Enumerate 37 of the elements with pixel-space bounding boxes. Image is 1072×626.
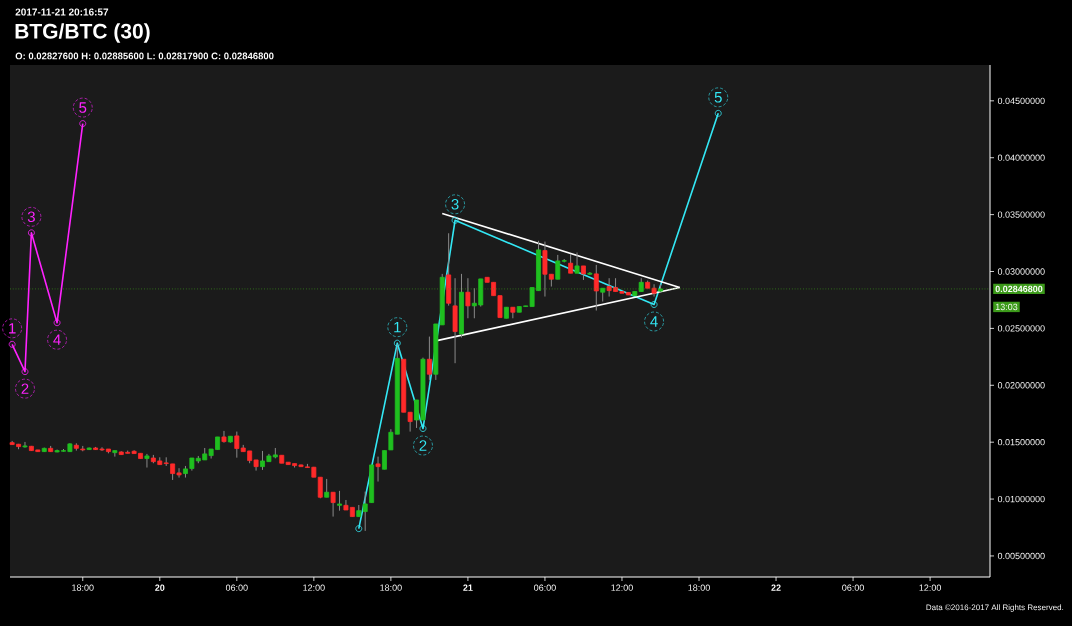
x-tick-label: 18:00 <box>72 584 94 591</box>
y-tick-label: 0.04000000 <box>997 154 1045 161</box>
annotation: 3 <box>451 199 459 210</box>
y-tick-label: 0.01500000 <box>997 438 1045 446</box>
x-tick-label: 18:00 <box>380 584 402 591</box>
annotation: 4 <box>53 334 61 345</box>
annotation: 5 <box>79 102 87 113</box>
y-tick-label: 0.01000000 <box>997 495 1045 503</box>
y-tick-label: 0.02000000 <box>997 382 1045 389</box>
x-tick-label: 21 <box>463 584 473 591</box>
x-tick-label: 06:00 <box>842 584 864 591</box>
y-tick-label: 0.03000000 <box>997 268 1045 275</box>
x-tick-label: 12:00 <box>611 584 633 591</box>
text: Data ©2016-2017 All Rights Reserved. <box>926 604 1064 612</box>
x-tick-label: 12:00 <box>303 584 325 591</box>
y-tick-label: 0.02500000 <box>997 325 1045 332</box>
text: 2017-11-21 20:16:57 <box>15 8 109 16</box>
y-tick-label: 0.00500000 <box>997 552 1045 560</box>
x-tick-label: 06:00 <box>534 584 556 591</box>
y-tick-label: 0.03500000 <box>997 211 1045 218</box>
annotation: 5 <box>714 92 722 103</box>
chart-subtitle: O: 0.02827600 H: 0.02885600 L: 0.02817900 C: 0.02846800 <box>15 52 274 60</box>
x-tick-label: 18:00 <box>688 584 710 591</box>
x-tick-label: 22 <box>771 584 781 591</box>
annotation: 4 <box>650 316 658 327</box>
text: 13:03 <box>995 303 1018 311</box>
y-tick-label: 0.04500000 <box>997 97 1045 105</box>
annotation: 2 <box>21 383 29 394</box>
x-tick-label: 06:00 <box>225 584 248 591</box>
chart-title: BTG/BTC (30) <box>15 23 150 43</box>
ref-line-label: 0.02846800 <box>995 285 1043 293</box>
annotation: 1 <box>394 322 401 333</box>
annotation: 3 <box>27 211 35 223</box>
x-tick-label: 12:00 <box>919 584 941 591</box>
annotation: 2 <box>419 440 427 451</box>
annotation: 1 <box>9 323 16 334</box>
x-tick-label: 20 <box>155 584 165 591</box>
